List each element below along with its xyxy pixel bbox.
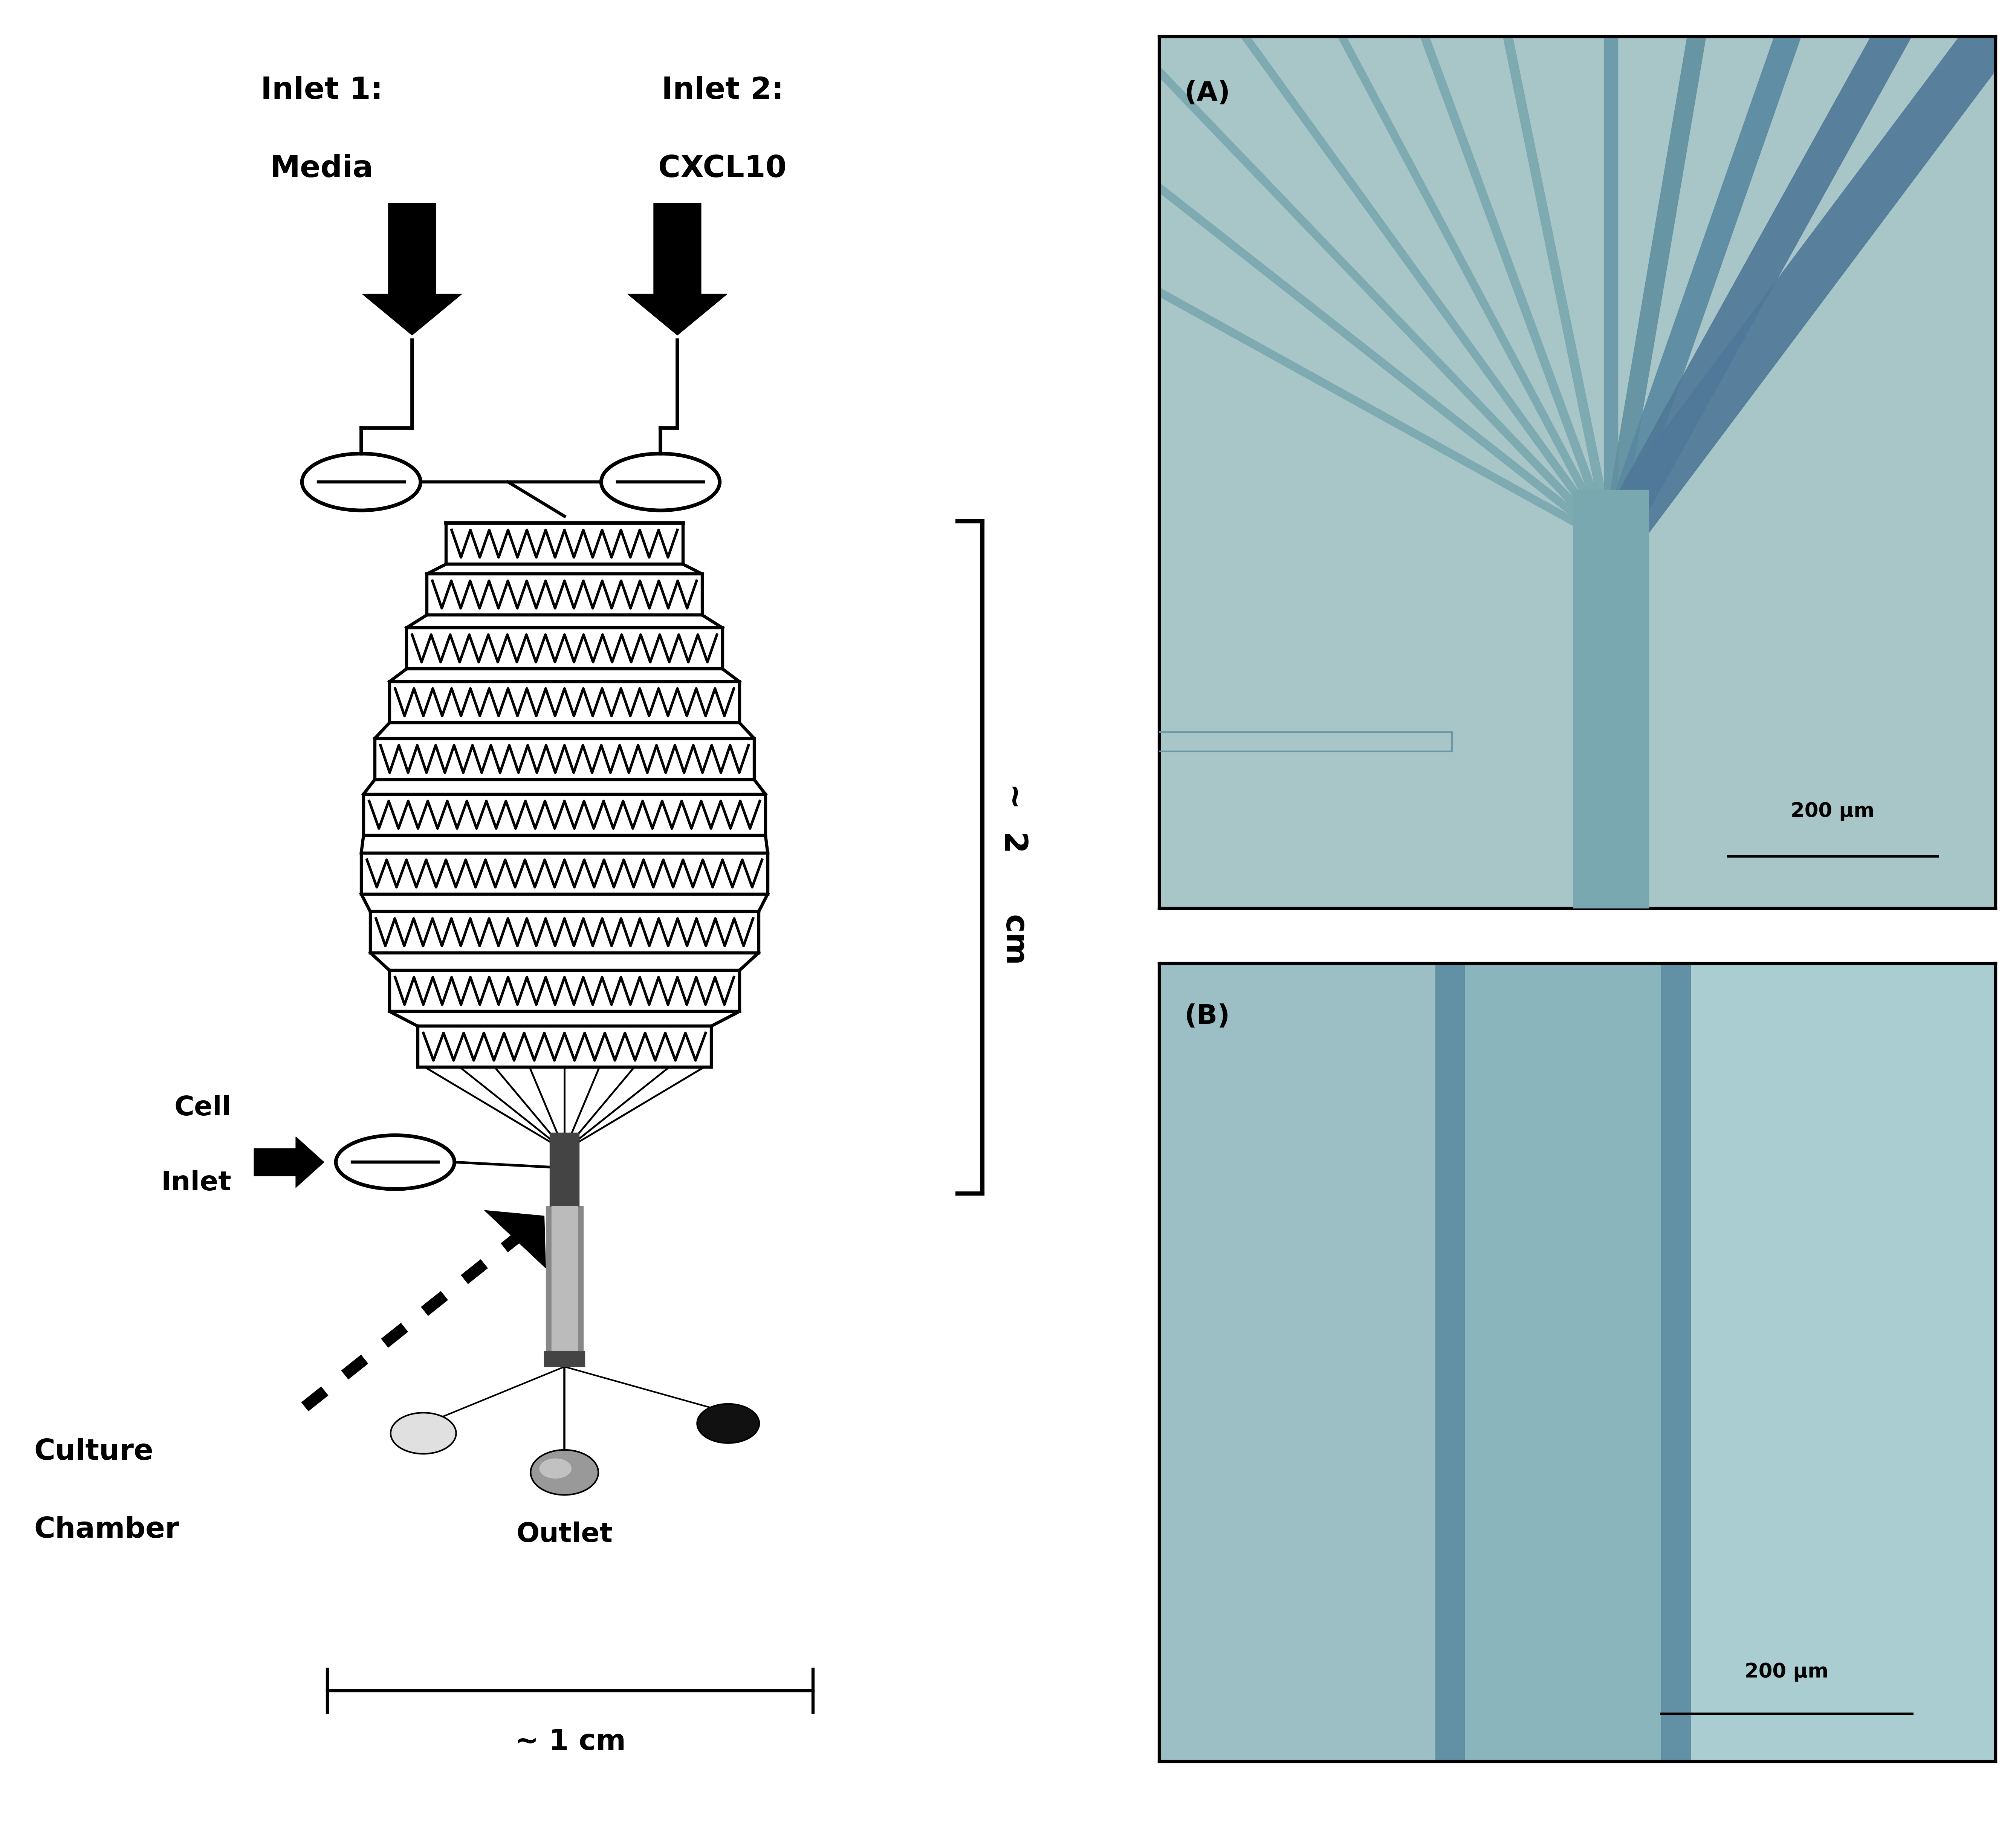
Text: ~  2: ~ 2 (998, 784, 1028, 853)
Text: cm: cm (998, 916, 1028, 967)
Polygon shape (1157, 0, 1615, 543)
Text: Media: Media (270, 154, 373, 184)
Polygon shape (1603, 0, 1839, 543)
Text: CXCL10: CXCL10 (659, 154, 786, 184)
Polygon shape (1599, 0, 2016, 547)
Bar (1572, 490, 1649, 908)
Polygon shape (1605, 0, 1617, 543)
Bar (552, 1206, 577, 1352)
Text: (B): (B) (1183, 1004, 1230, 1029)
Polygon shape (1593, 0, 2016, 558)
Polygon shape (1000, 0, 1615, 545)
Bar (546, 1206, 583, 1352)
Polygon shape (722, 0, 1613, 545)
Text: Inlet 1:: Inlet 1: (260, 75, 383, 105)
Text: ~ 1 cm: ~ 1 cm (514, 1729, 625, 1756)
Text: Inlet: Inlet (161, 1171, 232, 1196)
Text: Culture: Culture (34, 1437, 153, 1466)
FancyArrow shape (254, 1136, 325, 1187)
Text: Inlet 2:: Inlet 2: (661, 75, 784, 105)
Bar (544, 1351, 585, 1367)
Text: (A): (A) (1183, 81, 1230, 106)
Ellipse shape (698, 1404, 760, 1442)
Polygon shape (853, 0, 1615, 545)
FancyArrow shape (627, 204, 728, 336)
Text: Cell: Cell (173, 1095, 232, 1121)
Text: Outlet: Outlet (516, 1521, 613, 1547)
Text: 200 μm: 200 μm (1744, 1663, 1829, 1681)
Polygon shape (607, 0, 1613, 545)
Ellipse shape (530, 1450, 599, 1496)
Polygon shape (1345, 0, 1615, 543)
Bar (550, 1132, 579, 1206)
Polygon shape (1597, 0, 2016, 550)
Ellipse shape (540, 1459, 571, 1479)
Polygon shape (484, 1211, 546, 1268)
Ellipse shape (391, 1413, 456, 1453)
Text: 200 μm: 200 μm (1790, 802, 1875, 822)
Text: Chamber: Chamber (34, 1516, 179, 1543)
FancyArrow shape (363, 204, 462, 336)
Polygon shape (502, 0, 1613, 545)
